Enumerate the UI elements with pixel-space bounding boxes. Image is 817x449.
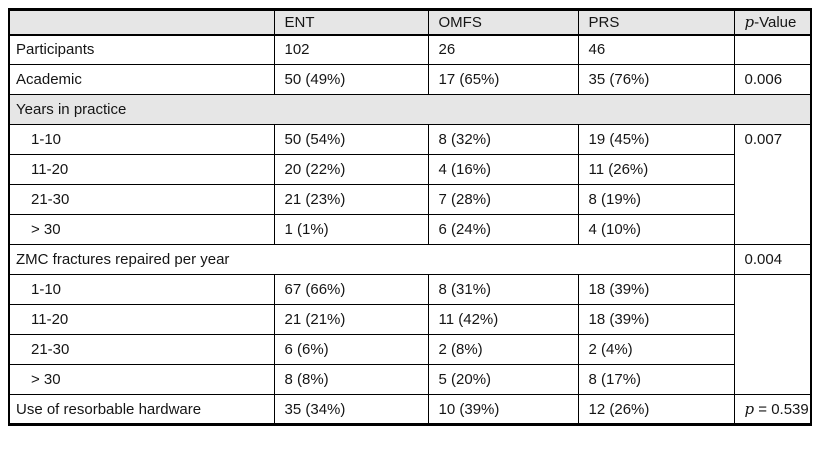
cell-prs: 8 (19%) (577, 184, 735, 215)
row-label: > 30 (8, 364, 275, 395)
row-label: Participants (8, 34, 275, 65)
cell-ent: 21 (21%) (273, 304, 429, 335)
table-row-academic: Academic 50 (49%) 17 (65%) 35 (76%) 0.00… (8, 64, 812, 95)
cell-p-value-zmc-merged (733, 274, 812, 395)
cell-prs: 12 (26%) (577, 394, 735, 425)
table-row-resorbable-hardware: Use of resorbable hardware 35 (34%) 10 (… (8, 394, 812, 425)
cell-omfs: 10 (39%) (427, 394, 579, 425)
cell-omfs: 8 (32%) (427, 124, 579, 155)
cell-omfs: 5 (20%) (427, 364, 579, 395)
cell-p-value: 0.004 (733, 244, 812, 275)
cell-omfs: 26 (427, 34, 579, 65)
row-label: 1-10 (8, 274, 275, 305)
cell-omfs: 7 (28%) (427, 184, 579, 215)
cell-ent: 8 (8%) (273, 364, 429, 395)
section-row-years-in-practice: Years in practice (8, 94, 812, 125)
table-row-years-over-30: > 30 1 (1%) 6 (24%) 4 (10%) (8, 214, 811, 245)
cell-ent: 35 (34%) (273, 394, 429, 425)
table-row-years-21-30: 21-30 21 (23%) 7 (28%) 8 (19%) (8, 184, 811, 215)
cell-ent: 21 (23%) (273, 184, 429, 215)
cell-omfs: 2 (8%) (427, 334, 579, 365)
p-italic-glyph: p (744, 13, 755, 32)
row-label: Use of resorbable hardware (8, 394, 275, 425)
header-ent: ENT (273, 9, 429, 36)
specialty-comparison-table: ENT OMFS PRS p-Value Participants 102 26… (8, 8, 812, 426)
cell-ent: 67 (66%) (273, 274, 429, 305)
cell-omfs: 11 (42%) (427, 304, 579, 335)
cell-omfs: 6 (24%) (427, 214, 579, 245)
table-row-zmc-over-30: > 30 8 (8%) 5 (20%) 8 (17%) (8, 364, 811, 395)
cell-prs: 46 (577, 34, 735, 65)
cell-ent: 1 (1%) (273, 214, 429, 245)
table-row-zmc-1-10: 1-10 67 (66%) 8 (31%) 18 (39%) (8, 274, 812, 395)
row-label: 21-30 (8, 334, 275, 365)
header-omfs: OMFS (427, 9, 579, 36)
cell-prs: 35 (76%) (577, 64, 735, 95)
cell-omfs: 8 (31%) (427, 274, 579, 305)
cell-prs: 19 (45%) (577, 124, 735, 155)
cell-prs: 2 (4%) (577, 334, 735, 365)
header-blank-cell (8, 9, 275, 36)
cell-p-value: p = 0.539 (733, 394, 812, 425)
table-row-zmc-11-20: 11-20 21 (21%) 11 (42%) 18 (39%) (8, 304, 811, 335)
p-value-text: = 0.539 (754, 401, 809, 418)
cell-prs: 4 (10%) (577, 214, 735, 245)
cell-omfs: 4 (16%) (427, 154, 579, 185)
p-italic-glyph: p (744, 400, 755, 418)
table-row-years-11-20: 11-20 20 (22%) 4 (16%) 11 (26%) (8, 154, 811, 185)
cell-p-value-years-merged: 0.007 (733, 124, 812, 245)
row-label: 11-20 (8, 154, 275, 185)
cell-ent: 102 (273, 34, 429, 65)
cell-ent: 20 (22%) (273, 154, 429, 185)
table-row-zmc-21-30: 21-30 6 (6%) 2 (8%) 2 (4%) (8, 334, 811, 365)
row-label: 1-10 (8, 124, 275, 155)
table-row-participants: Participants 102 26 46 (8, 34, 812, 65)
cell-ent: 50 (49%) (273, 64, 429, 95)
cell-prs: 11 (26%) (577, 154, 735, 185)
row-label: 11-20 (8, 304, 275, 335)
cell-p-value: 0.006 (733, 64, 812, 95)
row-label: > 30 (8, 214, 275, 245)
row-label: Academic (8, 64, 275, 95)
cell-ent: 50 (54%) (273, 124, 429, 155)
section-label: Years in practice (8, 94, 812, 125)
cell-prs: 8 (17%) (577, 364, 735, 395)
cell-prs: 18 (39%) (577, 274, 735, 305)
cell-prs: 18 (39%) (577, 304, 735, 335)
row-label: 21-30 (8, 184, 275, 215)
section-label: ZMC fractures repaired per year (8, 244, 735, 275)
cell-ent: 6 (6%) (273, 334, 429, 365)
header-row: ENT OMFS PRS p-Value (8, 9, 812, 36)
header-prs: PRS (577, 9, 735, 36)
header-p-value: p-Value (733, 9, 812, 36)
p-value-suffix: -Value (754, 14, 797, 32)
table-row-years-1-10: 1-10 50 (54%) 8 (32%) 19 (45%) 0.007 (8, 124, 812, 245)
section-row-zmc-fractures: ZMC fractures repaired per year 0.004 (8, 244, 812, 275)
cell-p-value (733, 34, 812, 65)
cell-omfs: 17 (65%) (427, 64, 579, 95)
